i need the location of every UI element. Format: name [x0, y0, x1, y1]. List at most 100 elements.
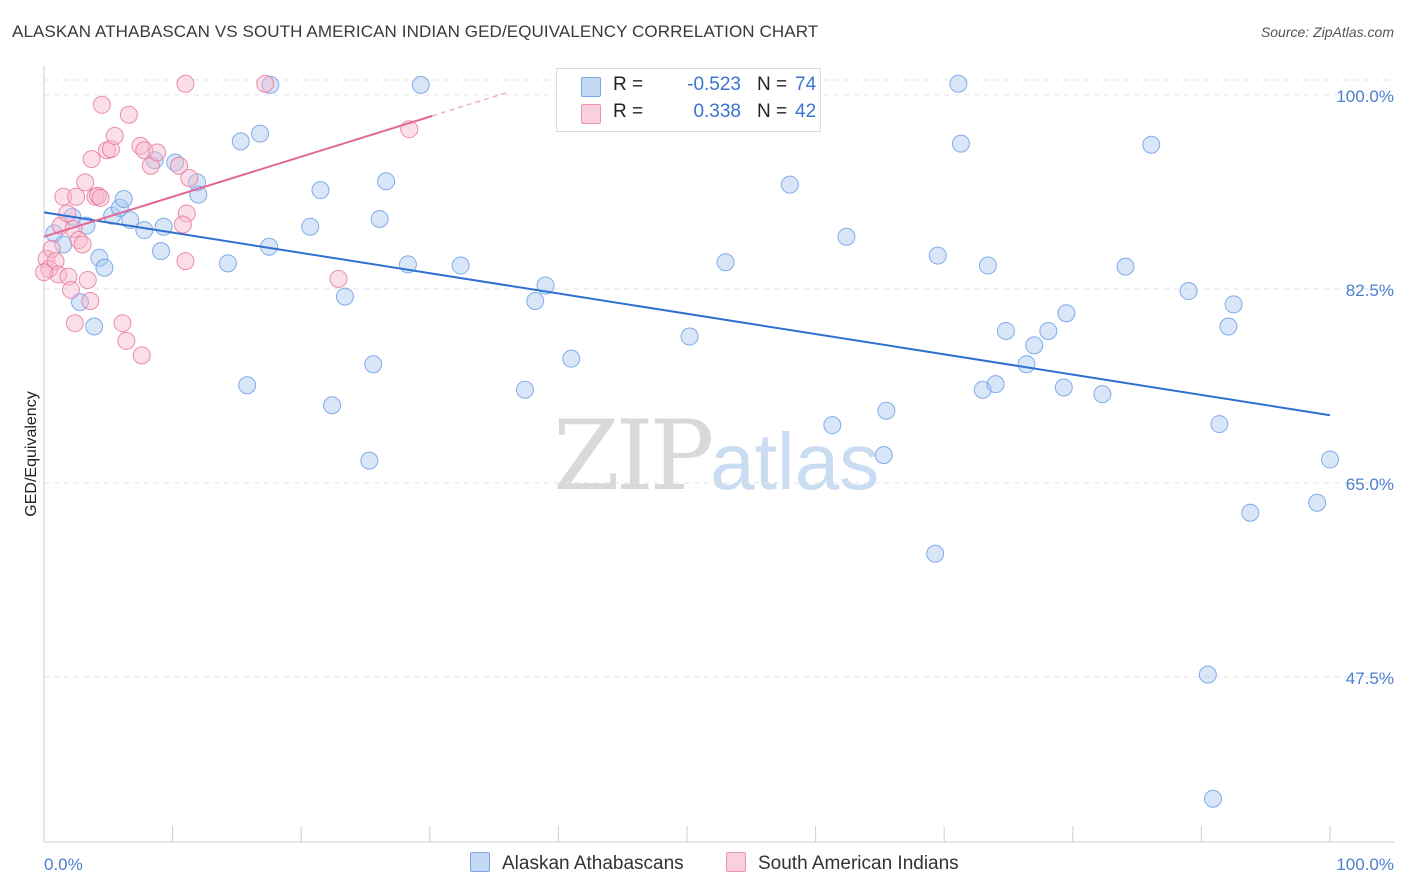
athabascan-point-34: [411, 75, 430, 94]
south-american-point-15: [76, 173, 95, 192]
y-tick-label: 100.0%: [1336, 87, 1394, 106]
series-alaskan-athabascans: [45, 74, 1339, 808]
athabascan-point-65: [1203, 789, 1222, 808]
athabascan-point-21: [238, 376, 257, 395]
athabascan-point-46: [877, 401, 896, 420]
south-american-point-21: [91, 188, 110, 207]
legend-n-label: N =: [757, 74, 788, 95]
south-american-point-2: [42, 239, 61, 258]
athabascan-point-24: [261, 75, 280, 94]
athabascan-point-35: [451, 256, 470, 275]
south-american-point-14: [73, 235, 92, 254]
south-american-point-12: [67, 187, 86, 206]
source-credit: Source: ZipAtlas.com: [1260, 24, 1394, 40]
athabascan-point-59: [1057, 304, 1076, 323]
athabascan-point-32: [377, 172, 396, 191]
athabascan-point-41: [716, 253, 735, 272]
athabascan-point-52: [978, 256, 997, 275]
south-american-point-17: [81, 292, 100, 311]
trend-line-athabascans: [43, 211, 1331, 417]
south-american-point-34: [170, 156, 189, 175]
athabascan-point-55: [1017, 355, 1036, 374]
athabascan-point-61: [1116, 257, 1135, 276]
athabascan-point-45: [874, 446, 893, 465]
athabascan-point-14: [152, 242, 171, 261]
south-american-point-43: [35, 263, 53, 282]
bottom-legend-alaskan-athabascans: Alaskan Athabascans: [470, 852, 684, 875]
y-axis-label: GED/Equivalency: [23, 391, 40, 516]
legend-n-value: 74: [795, 74, 817, 95]
south-american-point-27: [117, 331, 136, 350]
south-american-point-41: [329, 269, 348, 288]
athabascan-point-49: [949, 74, 968, 93]
y-tick-label: 65.0%: [1346, 475, 1394, 494]
south-american-point-36: [180, 168, 199, 187]
south-american-point-10: [64, 219, 83, 238]
athabascan-point-29: [360, 451, 379, 470]
athabascan-point-26: [311, 181, 330, 200]
athabascan-point-67: [1219, 317, 1238, 336]
south-american-point-28: [119, 105, 138, 124]
athabascan-point-57: [1039, 321, 1058, 340]
legend-r-value: 0.338: [693, 101, 741, 122]
athabascan-point-50: [951, 134, 970, 153]
bottom-legend-south-american-indians: South American Indians: [726, 852, 959, 875]
south-american-point-9: [62, 280, 81, 299]
athabascan-point-71: [1321, 450, 1339, 469]
correlation-legend: R = -0.523 N = 74 R = 0.338 N = 42: [556, 68, 821, 132]
athabascan-point-64: [1198, 665, 1217, 684]
athabascan-point-48: [928, 246, 947, 265]
athabascan-point-63: [1179, 282, 1198, 301]
legend-r-value: -0.523: [687, 74, 741, 95]
athabascan-point-53: [986, 375, 1005, 394]
south-american-point-25: [105, 126, 124, 145]
bottom-legend-label: South American Indians: [758, 853, 959, 874]
legend-swatch-blue: [581, 77, 601, 97]
south-american-point-24: [101, 140, 120, 159]
south-american-point-39: [176, 74, 195, 93]
athabascan-point-70: [1308, 493, 1327, 512]
athabascan-point-38: [536, 276, 555, 295]
athabascan-point-28: [335, 287, 354, 306]
trend-line-south-american-extension: [432, 92, 508, 117]
south-american-point-3: [46, 252, 65, 271]
x-tick-label-min: 0.0%: [44, 855, 83, 874]
y-tick-label: 47.5%: [1346, 669, 1394, 688]
athabascan-point-19: [218, 254, 237, 273]
south-american-point-37: [176, 252, 195, 271]
watermark-zip: ZIP: [553, 400, 714, 512]
south-american-point-40: [256, 74, 275, 93]
athabascan-point-60: [1093, 385, 1112, 404]
athabascan-point-10: [114, 190, 133, 209]
athabascan-point-25: [301, 217, 320, 236]
south-american-point-33: [148, 143, 167, 162]
south-american-point-11: [65, 314, 84, 333]
athabascan-point-37: [526, 292, 545, 311]
athabascan-point-22: [251, 124, 270, 143]
athabascan-point-69: [1241, 503, 1260, 522]
trend-line-south-american: [43, 114, 433, 238]
series-south-american-indians: [35, 74, 419, 365]
athabascan-point-20: [231, 132, 250, 151]
chart-title: ALASKAN ATHABASCAN VS SOUTH AMERICAN IND…: [12, 22, 819, 41]
south-american-point-8: [59, 267, 78, 286]
x-tick-label-max: 100.0%: [1336, 855, 1394, 874]
athabascan-point-27: [323, 396, 342, 415]
athabascan-point-43: [823, 416, 842, 435]
tick-labels: 100.0% 82.5% 65.0% 47.5% 0.0% 100.0% GED/Equiv…: [23, 87, 1394, 874]
athabascan-point-31: [370, 209, 389, 228]
athabascan-point-44: [837, 227, 856, 246]
south-american-point-38: [173, 215, 192, 234]
athabascan-point-58: [1054, 378, 1073, 397]
athabascan-point-56: [1025, 336, 1044, 355]
south-american-point-7: [58, 204, 77, 223]
athabascan-point-36: [515, 380, 534, 399]
axes: [43, 66, 1394, 843]
y-tick-label: 82.5%: [1346, 281, 1394, 300]
athabascan-point-7: [95, 258, 114, 277]
watermark: ZIPatlas: [553, 400, 879, 512]
legend-r-label: R =: [613, 74, 644, 95]
south-american-point-35: [177, 204, 196, 223]
south-american-point-22: [92, 95, 111, 114]
